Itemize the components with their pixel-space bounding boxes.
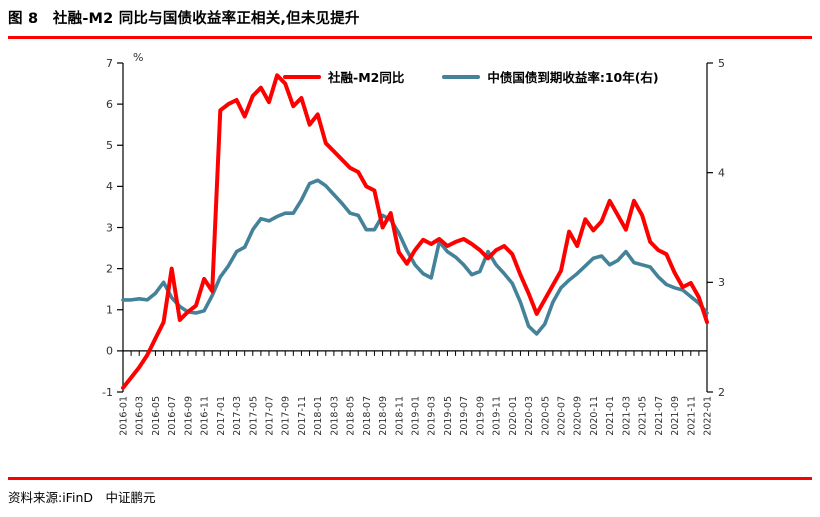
svg-text:2017-07: 2017-07 [265, 396, 276, 436]
svg-text:2020-07: 2020-07 [557, 396, 568, 436]
svg-text:2021-07: 2021-07 [654, 396, 665, 436]
svg-text:2: 2 [718, 386, 725, 399]
svg-text:%: % [133, 51, 143, 64]
svg-text:2017-05: 2017-05 [248, 396, 259, 436]
svg-text:2020-01: 2020-01 [508, 396, 519, 436]
svg-text:2018-09: 2018-09 [378, 396, 389, 436]
svg-text:5: 5 [718, 57, 725, 70]
svg-text:2016-03: 2016-03 [135, 396, 146, 436]
data-source-note: 资料来源:iFinD 中证鹏元 [8, 490, 156, 505]
svg-text:2019-11: 2019-11 [492, 396, 503, 436]
legend-item-cgb-10y: 中债国债到期收益率:10年(右) [442, 67, 659, 86]
svg-text:2017-09: 2017-09 [281, 396, 292, 436]
svg-text:2017-03: 2017-03 [232, 396, 243, 436]
svg-text:4: 4 [718, 167, 725, 180]
svg-text:2019-07: 2019-07 [459, 396, 470, 436]
svg-text:3: 3 [106, 221, 113, 234]
svg-text:2020-03: 2020-03 [524, 396, 535, 436]
svg-text:2017-11: 2017-11 [297, 396, 308, 436]
svg-text:2022-01: 2022-01 [703, 396, 714, 436]
svg-text:2017-01: 2017-01 [216, 396, 227, 436]
svg-text:2016-05: 2016-05 [151, 396, 162, 436]
teal-line-swatch [442, 74, 481, 79]
svg-text:3: 3 [718, 276, 725, 289]
svg-text:2021-09: 2021-09 [670, 396, 681, 436]
svg-text:2: 2 [106, 262, 113, 275]
svg-text:0: 0 [106, 345, 113, 358]
svg-text:2018-05: 2018-05 [346, 396, 357, 436]
svg-text:7: 7 [106, 57, 113, 70]
svg-text:2021-03: 2021-03 [621, 396, 632, 436]
svg-text:2020-05: 2020-05 [540, 396, 551, 436]
bottom-divider [8, 477, 812, 480]
svg-text:2016-01: 2016-01 [119, 396, 130, 436]
legend-label: 中债国债到期收益率:10年(右) [487, 70, 659, 85]
svg-text:2019-09: 2019-09 [475, 396, 486, 436]
svg-text:2020-11: 2020-11 [589, 396, 600, 436]
svg-text:2018-11: 2018-11 [394, 396, 405, 436]
svg-text:-1: -1 [102, 386, 113, 399]
svg-text:2019-05: 2019-05 [443, 396, 454, 436]
svg-text:2016-11: 2016-11 [200, 396, 211, 436]
svg-text:2021-05: 2021-05 [638, 396, 649, 436]
svg-text:2021-11: 2021-11 [686, 396, 697, 436]
figure-title: 图 8 社融-M2 同比与国债收益率正相关,但未见提升 [8, 11, 360, 27]
top-divider [8, 36, 812, 39]
svg-text:2020-09: 2020-09 [573, 396, 584, 436]
svg-text:2018-07: 2018-07 [362, 396, 373, 436]
svg-text:1: 1 [106, 304, 113, 317]
legend-item-shr-m2: 社融-M2同比 [283, 67, 404, 86]
svg-text:5: 5 [106, 139, 113, 152]
svg-text:2016-09: 2016-09 [183, 396, 194, 436]
svg-text:6: 6 [106, 98, 113, 111]
chart-legend: 社融-M2同比 中债国债到期收益率:10年(右) [283, 67, 659, 86]
svg-text:2016-07: 2016-07 [167, 396, 178, 436]
red-line-swatch [283, 74, 321, 79]
svg-text:2021-01: 2021-01 [605, 396, 616, 436]
svg-text:2019-01: 2019-01 [411, 396, 422, 436]
svg-text:2019-03: 2019-03 [427, 396, 438, 436]
svg-text:2018-01: 2018-01 [313, 396, 324, 436]
svg-text:2018-03: 2018-03 [329, 396, 340, 436]
legend-label: 社融-M2同比 [328, 70, 405, 85]
svg-text:4: 4 [106, 180, 113, 193]
